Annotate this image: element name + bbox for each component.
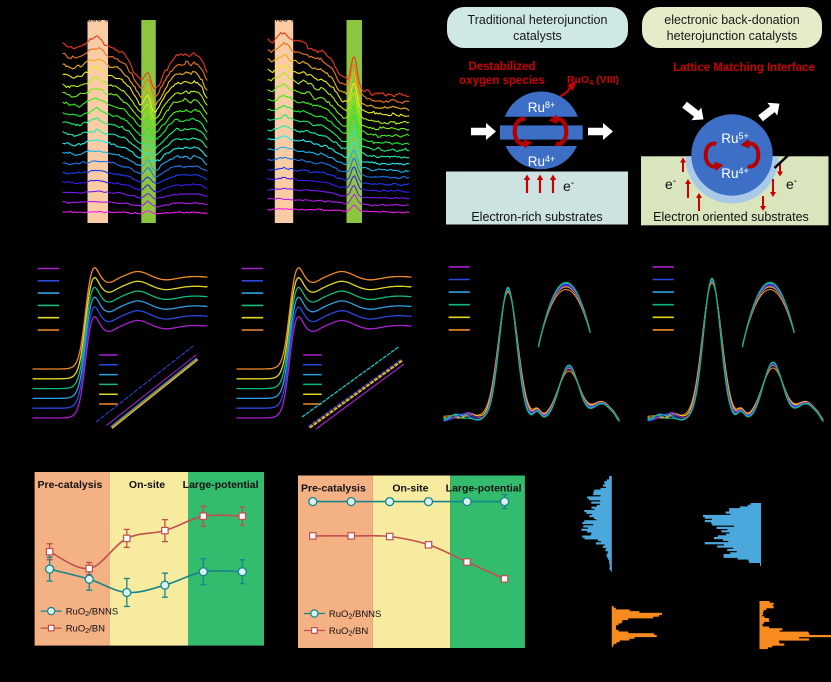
svg-text:Large-potential: Large-potential [446, 483, 522, 495]
svg-text:RuO2/BNNS: RuO2/BNNS [66, 607, 119, 619]
svg-text:On-site: On-site [129, 479, 165, 491]
svg-text:Large-potential: Large-potential [183, 479, 259, 491]
svg-text:Pre-catalysis: Pre-catalysis [301, 483, 366, 495]
svg-text:electronic back-donation: electronic back-donation [664, 13, 800, 27]
svg-text:RuO4 (VIII): RuO4 (VIII) [567, 74, 619, 87]
svg-text:oxygen species: oxygen species [459, 75, 545, 87]
svg-text:RuO2/BNNS: RuO2/BNNS [329, 609, 382, 621]
svg-text:On-site: On-site [392, 483, 428, 495]
svg-text:Electron oriented substrates: Electron oriented substrates [653, 210, 809, 224]
svg-text:Pre-catalysis: Pre-catalysis [38, 479, 103, 491]
svg-text:Destabilized: Destabilized [468, 61, 535, 73]
svg-text:RuO2/BN: RuO2/BN [329, 626, 368, 638]
svg-text:e-: e- [786, 176, 797, 192]
svg-text:e-: e- [563, 178, 574, 194]
svg-text:e-: e- [665, 176, 676, 192]
svg-text:RuO2/BN: RuO2/BN [66, 624, 105, 636]
svg-text:435 c: 435 c [273, 14, 296, 24]
svg-text:heterojunction catalysts: heterojunction catalysts [667, 29, 798, 43]
svg-text:Lattice Matching Interface: Lattice Matching Interface [673, 62, 815, 74]
svg-text:Traditional heterojunction: Traditional heterojunction [468, 13, 608, 27]
svg-text:catalysts: catalysts [513, 29, 562, 43]
svg-text:585 c: 585 c [87, 14, 110, 24]
svg-text:Electron-rich substrates: Electron-rich substrates [471, 210, 602, 224]
